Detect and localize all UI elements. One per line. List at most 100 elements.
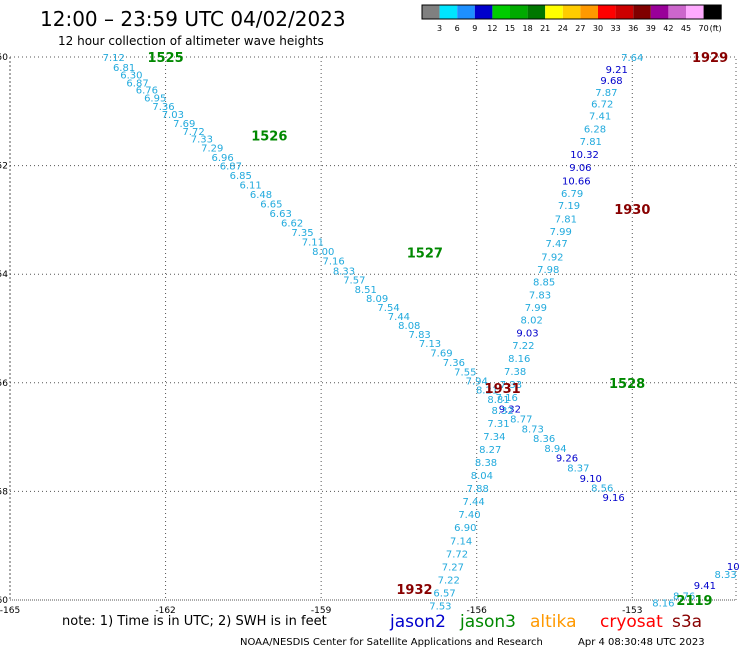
colorbar-unit: (ft) <box>710 24 722 33</box>
satellite-legend-item: altika <box>530 612 577 632</box>
swh-value: 6.81 <box>113 63 135 74</box>
swh-value: 6.96 <box>211 153 233 164</box>
colorbar-label: 18 <box>523 24 533 33</box>
swh-value: 8.77 <box>510 415 532 426</box>
colorbar-swatch <box>703 5 722 19</box>
colorbar-swatch <box>457 5 475 19</box>
swh-value: 8.85 <box>533 277 555 288</box>
swh-value: 9.26 <box>556 454 578 465</box>
swh-value: 7.33 <box>500 380 522 391</box>
swh-value: 7.41 <box>589 112 611 123</box>
swh-value: 7.47 <box>545 239 567 250</box>
axis-ticks: -50-52-54-56-58-60-165-162-159-156-153-1… <box>0 53 643 616</box>
swh-value: 8.38 <box>475 458 497 469</box>
colorbar-swatch <box>633 5 651 19</box>
colorbar-legend: 3 6 9 12 15 18 21 24 27 30 33 36 39 42 45 70 (ft) <box>421 4 722 33</box>
swh-value: 7.22 <box>438 575 460 586</box>
swh-value: 9.41 <box>694 581 716 592</box>
colorbar-label: 39 <box>646 24 656 33</box>
x-tick-label: -162 <box>155 606 175 616</box>
colorbar-swatch <box>527 5 546 19</box>
colorbar-swatch <box>545 5 563 19</box>
pass-time-label: 1527 <box>407 246 443 261</box>
chart-title: 12:00 – 23:59 UTC 04/02/2023 <box>40 7 346 31</box>
swh-value: 7.81 <box>555 214 577 225</box>
swh-value: 8.08 <box>398 321 420 332</box>
pass-time-label: 1931 <box>485 382 521 397</box>
swh-value: 8.04 <box>471 471 493 482</box>
swh-value: 8.00 <box>312 247 334 258</box>
swh-value: 6.57 <box>433 588 455 599</box>
swh-value: 6.11 <box>239 181 261 192</box>
swh-value: 7.16 <box>496 393 518 404</box>
footnote: note: 1) Time is in UTC; 2) SWH is in fe… <box>62 614 327 629</box>
swh-value: 7.99 <box>550 227 572 238</box>
swh-value: 8.09 <box>366 294 388 305</box>
footer-timestamp: Apr 4 08:30:48 UTC 2023 <box>578 637 705 648</box>
colorbar-swatch <box>668 5 686 19</box>
swh-value: 7.69 <box>173 119 195 130</box>
swh-value: 7.03 <box>162 110 184 121</box>
colorbar-swatch <box>474 5 493 19</box>
colorbar-swatch <box>650 5 669 19</box>
swh-value: 6.65 <box>260 200 282 211</box>
colorbar-label: 24 <box>558 24 568 33</box>
footer-source: NOAA/NESDIS Center for Satellite Applica… <box>240 637 543 648</box>
swh-value: 7.14 <box>450 536 472 547</box>
swh-value: 10.32 <box>570 150 599 161</box>
y-tick-label: -52 <box>0 162 8 172</box>
swh-value: 8.76 <box>673 592 695 603</box>
y-tick-label: -50 <box>0 53 8 63</box>
chart-subtitle: 12 hour collection of altimeter wave hei… <box>58 34 324 48</box>
colorbar-label: 30 <box>593 24 603 33</box>
colorbar-swatch <box>598 5 616 19</box>
colorbar-frame <box>421 4 722 20</box>
swh-value: 6.79 <box>561 189 583 200</box>
swh-value: 7.98 <box>537 265 559 276</box>
colorbar-swatch <box>562 5 581 19</box>
swh-value: 6.87 <box>220 162 242 173</box>
plot-frame <box>9 56 737 601</box>
swh-value: 9.32 <box>499 404 521 415</box>
satellite-legend-item: s3a <box>672 612 702 632</box>
swh-value: 9.16 <box>602 493 624 504</box>
y-tick-label: -58 <box>0 487 8 497</box>
y-tick-label: -54 <box>0 270 8 280</box>
colorbar-label: 12 <box>487 24 497 33</box>
swh-value: 7.36 <box>443 358 465 369</box>
colorbar-label: 42 <box>663 24 673 33</box>
plot-grid <box>9 56 737 601</box>
colorbar-label: 3 <box>437 24 442 33</box>
pass-time-label: 2119 <box>676 594 712 609</box>
colorbar-swatch <box>492 5 510 19</box>
swh-value: 7.55 <box>454 367 476 378</box>
colorbar-label: 15 <box>505 24 515 33</box>
colorbar-swatch <box>439 5 458 19</box>
swh-value: 7.88 <box>467 484 489 495</box>
swh-value: 8.36 <box>533 434 555 445</box>
swh-value: 6.87 <box>126 79 148 90</box>
swh-value: 7.29 <box>201 144 223 155</box>
swh-value: 7.36 <box>152 102 174 113</box>
satellite-legend-item: jason3 <box>459 612 516 632</box>
y-tick-label: -60 <box>0 596 8 606</box>
x-tick-label: -153 <box>622 606 642 616</box>
colorbar-swatch <box>580 5 598 19</box>
satellite-legend-item: cryosat <box>600 612 663 632</box>
swh-value: 8.02 <box>521 315 543 326</box>
colorbar-swatch <box>615 5 634 19</box>
swh-value: 10.66 <box>562 176 591 187</box>
colorbar-label: 27 <box>575 24 585 33</box>
swh-value: 7.57 <box>343 276 365 287</box>
colorbar-swatch <box>510 5 528 19</box>
satellite-legend: jason2 jason3 altika cryosat s3a <box>389 612 702 632</box>
swh-value: 6.95 <box>144 94 166 105</box>
pass-time-label: 1930 <box>614 203 650 218</box>
swh-value: 8.33 <box>714 570 736 581</box>
swh-value: 7.54 <box>377 303 399 314</box>
colorbar-swatch <box>686 5 704 19</box>
swh-value: 7.31 <box>487 419 509 430</box>
swh-value: 7.72 <box>182 127 204 138</box>
swh-value: 8.32 <box>492 406 514 417</box>
